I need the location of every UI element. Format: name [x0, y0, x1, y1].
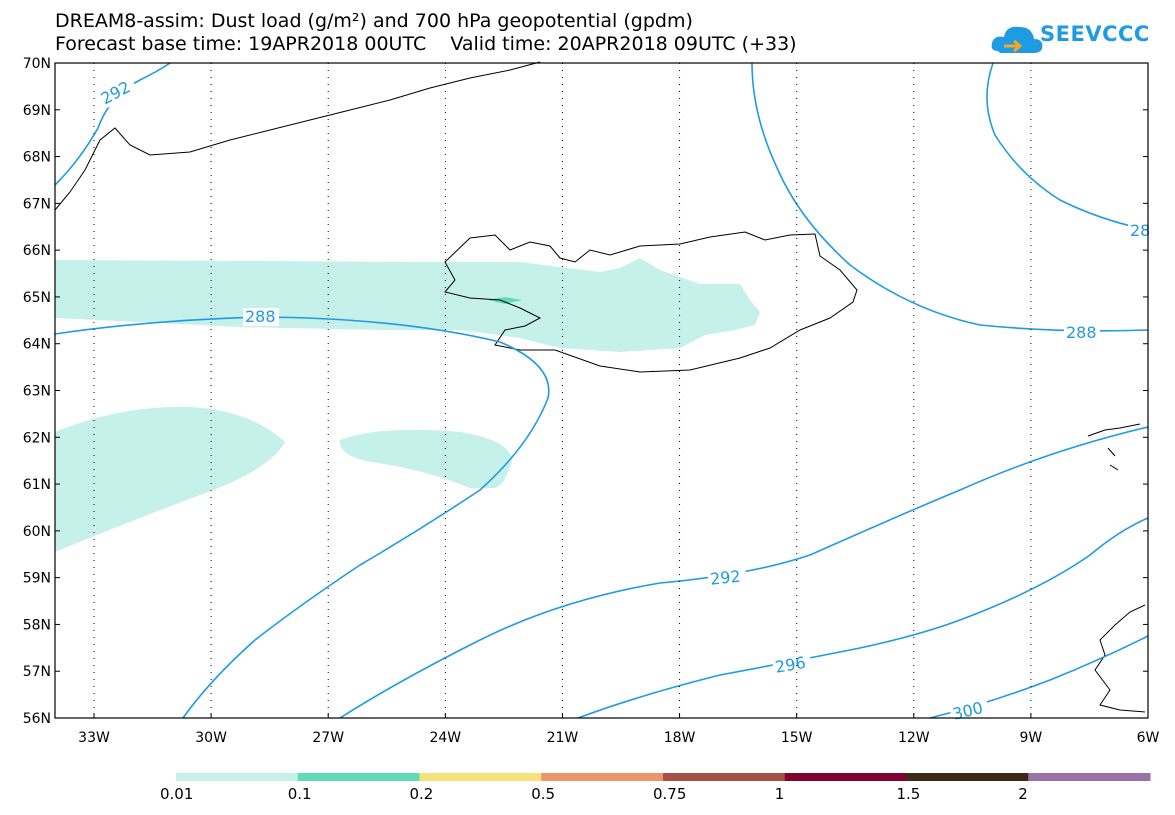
- map-title: DREAM8-assim: Dust load (g/m²) and 700 h…: [55, 10, 693, 32]
- colorbar-label: 0.75: [653, 785, 687, 803]
- lon-label: 6W: [1137, 730, 1160, 746]
- greenland-coastline: [54, 61, 541, 211]
- seevccc-cloud-icon: [991, 26, 1043, 53]
- contour-label-292-mid: 292: [709, 567, 741, 589]
- scotland-coastline: [1094, 604, 1146, 713]
- dust-band-north: [55, 258, 760, 352]
- colorbar-swatch: [784, 773, 907, 781]
- lat-label: 61N: [23, 477, 51, 493]
- colorbar-swatch: [1028, 773, 1151, 781]
- contour-label-288-right: 288: [1066, 323, 1097, 342]
- lat-label: 69N: [23, 103, 51, 119]
- lon-label: 18W: [664, 730, 696, 746]
- lat-label: 68N: [23, 150, 51, 166]
- colorbar-label: 0.2: [409, 785, 434, 803]
- dust-blob-west: [55, 406, 285, 552]
- lat-label: 66N: [23, 243, 51, 259]
- dust-spot: [488, 297, 522, 304]
- lat-label: 57N: [23, 664, 51, 680]
- faroe-coastline: [1087, 423, 1141, 471]
- colorbar-label: 1.5: [896, 785, 921, 803]
- dust-areas: [55, 258, 760, 552]
- logo-text: SEEVCCC: [1040, 22, 1150, 46]
- colorbar-label: 0.01: [160, 785, 194, 803]
- colorbar-label: 2: [1018, 785, 1028, 803]
- dust-blob-mid: [339, 429, 512, 488]
- lat-label: 59N: [23, 571, 51, 587]
- lon-label: 33W: [78, 730, 110, 746]
- lat-label: 70N: [23, 56, 51, 72]
- colorbar-swatch: [419, 773, 542, 781]
- lat-label: 58N: [23, 617, 51, 633]
- colorbar-label: 1: [774, 785, 785, 803]
- contour-label-28-edge: 28: [1130, 221, 1150, 240]
- contour-292-mid: [339, 426, 1149, 719]
- lat-label: 64N: [23, 337, 51, 353]
- map-subtitle: Forecast base time: 19APR2018 00UTC Vali…: [55, 33, 797, 55]
- lon-label: 12W: [898, 730, 930, 746]
- lon-label: 9W: [1020, 730, 1043, 746]
- lon-label: 21W: [547, 730, 579, 746]
- longitude-labels: 33W 30W 27W 24W 21W 18W 15W 12W 9W 6W: [78, 713, 1160, 746]
- colorbar-swatch: [663, 773, 786, 781]
- contour-label-288-left: 288: [245, 307, 276, 326]
- lon-label: 24W: [429, 730, 461, 746]
- colorbar-swatch: [541, 773, 664, 781]
- colorbar-label: 0.1: [287, 785, 312, 803]
- colorbar-swatch: [906, 773, 1029, 781]
- colorbar-label: 0.5: [531, 785, 556, 803]
- lat-label: 67N: [23, 196, 51, 212]
- iceland-coastline: [444, 231, 858, 373]
- colorbar-swatch: [176, 773, 299, 781]
- lon-label: 15W: [781, 730, 813, 746]
- contour-28-east: [986, 62, 1149, 231]
- lat-label: 60N: [23, 524, 51, 540]
- lon-label: 27W: [312, 730, 344, 746]
- colorbar-swatch: [297, 773, 420, 781]
- lat-label: 56N: [23, 711, 51, 727]
- lat-label: 65N: [23, 290, 51, 306]
- lat-label: 62N: [23, 430, 51, 446]
- lon-label: 30W: [195, 730, 227, 746]
- lat-label: 63N: [23, 384, 51, 400]
- contour-296: [577, 517, 1149, 719]
- latitude-labels: 70N 69N 68N 67N 66N 65N 64N 63N 62N 61N 60N 59N 58N 5…: [23, 56, 1148, 727]
- contour-288-east: [751, 62, 1149, 332]
